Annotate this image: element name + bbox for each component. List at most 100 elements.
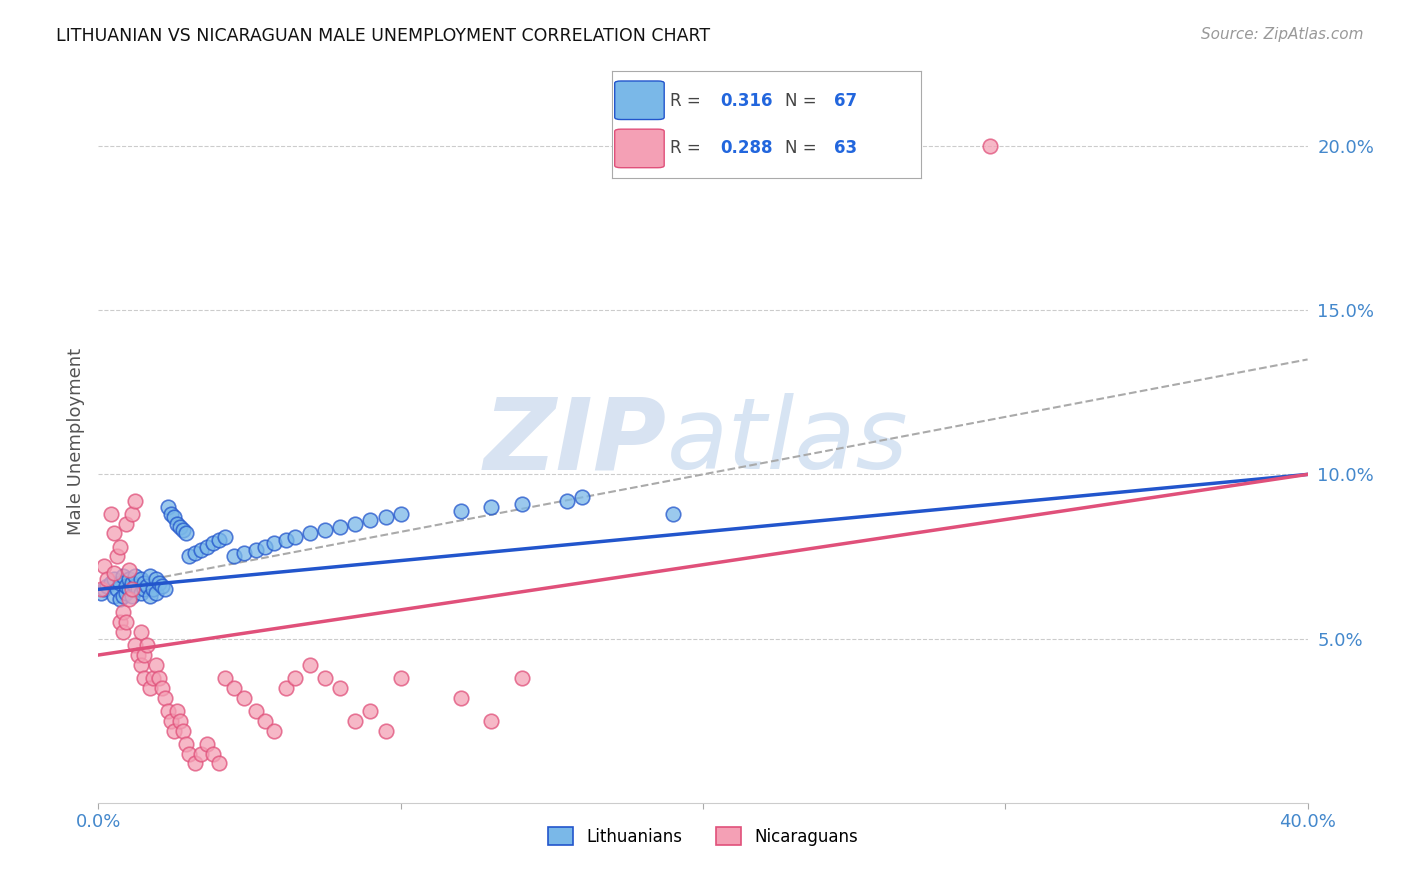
Point: [195, 737, 218, 751]
Point: [145, 573, 167, 587]
Point: [135, 638, 157, 652]
Text: R =: R =: [671, 92, 706, 110]
Point: [111, 605, 134, 619]
Point: [124, 579, 146, 593]
Point: [450, 690, 472, 705]
Point: [103, 526, 125, 541]
Point: [114, 516, 136, 531]
Point: [344, 714, 367, 728]
Point: [118, 592, 141, 607]
Point: [90, 582, 112, 597]
Point: [150, 579, 173, 593]
Point: [179, 549, 201, 564]
Point: [145, 657, 167, 672]
Point: [111, 625, 134, 640]
Point: [450, 503, 472, 517]
Point: [208, 533, 231, 547]
Text: R =: R =: [671, 139, 706, 157]
Point: [374, 723, 396, 738]
Point: [661, 507, 683, 521]
Point: [481, 500, 503, 515]
Point: [124, 638, 146, 652]
Point: [121, 589, 143, 603]
Point: [174, 737, 197, 751]
Point: [132, 671, 155, 685]
Text: Source: ZipAtlas.com: Source: ZipAtlas.com: [1201, 27, 1364, 42]
Point: [481, 714, 503, 728]
Point: [224, 681, 246, 695]
Point: [329, 681, 352, 695]
Point: [555, 493, 578, 508]
Point: [132, 582, 155, 597]
Point: [214, 530, 236, 544]
Point: [129, 657, 152, 672]
Point: [121, 575, 143, 590]
Point: [114, 615, 136, 630]
Point: [314, 671, 336, 685]
Point: [156, 500, 179, 515]
Point: [389, 671, 412, 685]
Text: atlas: atlas: [666, 393, 908, 490]
Point: [121, 507, 143, 521]
Point: [108, 575, 131, 590]
Point: [172, 723, 194, 738]
Point: [979, 139, 1001, 153]
Point: [389, 507, 412, 521]
Point: [105, 582, 128, 597]
Point: [96, 573, 118, 587]
Text: 63: 63: [834, 139, 858, 157]
Point: [284, 671, 307, 685]
Point: [153, 582, 176, 597]
Point: [132, 648, 155, 662]
Point: [214, 671, 236, 685]
Point: [284, 530, 307, 544]
Point: [245, 542, 267, 557]
Point: [169, 520, 191, 534]
Text: 0.316: 0.316: [720, 92, 772, 110]
Point: [103, 566, 125, 580]
Point: [314, 523, 336, 537]
Point: [179, 747, 201, 761]
Point: [139, 589, 162, 603]
Point: [93, 559, 115, 574]
Point: [253, 714, 276, 728]
Point: [96, 579, 118, 593]
Point: [360, 704, 382, 718]
Point: [129, 625, 152, 640]
Point: [135, 579, 157, 593]
Point: [127, 648, 149, 662]
FancyBboxPatch shape: [614, 129, 664, 168]
Point: [169, 714, 191, 728]
Point: [184, 546, 207, 560]
Point: [232, 546, 254, 560]
Point: [232, 690, 254, 705]
Point: [172, 523, 194, 537]
Point: [111, 589, 134, 603]
Point: [166, 516, 188, 531]
Point: [174, 526, 197, 541]
Point: [118, 573, 141, 587]
Point: [121, 582, 143, 597]
Text: 0.288: 0.288: [720, 139, 772, 157]
Point: [127, 582, 149, 597]
Point: [160, 507, 183, 521]
Point: [111, 569, 134, 583]
Point: [510, 671, 533, 685]
Point: [124, 569, 146, 583]
Point: [139, 569, 162, 583]
Point: [224, 549, 246, 564]
Point: [153, 690, 176, 705]
Point: [132, 575, 155, 590]
Point: [163, 510, 186, 524]
Point: [571, 491, 593, 505]
Point: [145, 585, 167, 599]
Point: [139, 681, 162, 695]
Point: [190, 747, 212, 761]
Point: [163, 723, 186, 738]
Y-axis label: Male Unemployment: Male Unemployment: [66, 348, 84, 535]
Point: [274, 681, 297, 695]
Point: [103, 573, 125, 587]
Point: [150, 681, 173, 695]
Legend: Lithuanians, Nicaraguans: Lithuanians, Nicaraguans: [541, 821, 865, 852]
Point: [195, 540, 218, 554]
